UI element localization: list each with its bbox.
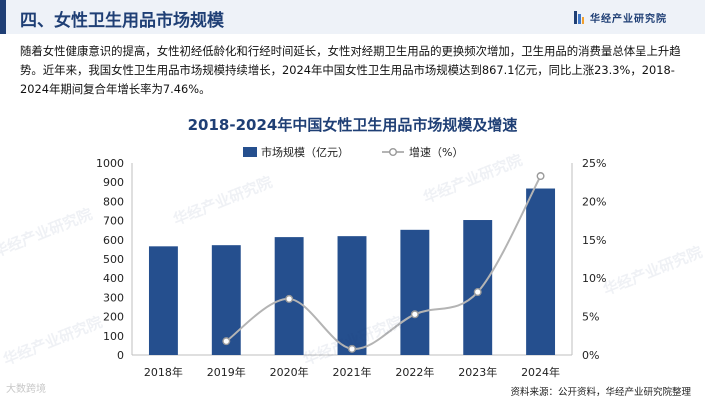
bar: [148, 246, 178, 355]
left-axis-tick-label: 500: [103, 253, 124, 266]
left-axis-tick-label: 1000: [96, 157, 124, 170]
brand-logo-icon: [574, 11, 584, 24]
left-axis-tick-label: 600: [103, 234, 124, 247]
right-axis-tick-label: 0%: [582, 349, 599, 362]
source-note: 资料来源：公开资料，华经产业研究院整理: [510, 387, 691, 398]
legend-swatch-growth-point: [389, 147, 398, 156]
left-axis-tick-label: 200: [103, 311, 124, 324]
legend-label-market-size: 市场规模（亿元）: [261, 145, 349, 159]
growth-rate-point: [410, 310, 419, 319]
left-axis-tick-label: 900: [103, 176, 124, 189]
chart-title: 2018-2024年中国女性卫生用品市场规模及增速: [187, 116, 518, 134]
left-axis-tick-label: 300: [103, 291, 124, 304]
growth-rate-point: [285, 294, 294, 303]
right-axis-tick-label: 10%: [582, 272, 606, 285]
bar: [400, 229, 430, 355]
x-axis-tick-label: 2019年: [207, 365, 246, 379]
bar: [337, 236, 367, 355]
left-axis-tick-label: 0: [117, 349, 124, 362]
x-axis-tick-label: 2024年: [521, 365, 560, 379]
section-header: 四、女性卫生用品市场规模 华经产业研究院: [0, 0, 705, 34]
section-title: 四、女性卫生用品市场规模: [20, 11, 224, 31]
brand-logo-text: 华经产业研究院: [590, 14, 667, 25]
corner-mark: 大数跨境: [6, 384, 46, 395]
right-axis-tick-label: 15%: [582, 234, 606, 247]
left-axis-tick-label: 100: [103, 330, 124, 343]
right-axis-tick-label: 20%: [582, 195, 606, 208]
bar: [463, 220, 493, 355]
bar: [526, 188, 556, 355]
right-axis-tick-label: 25%: [582, 157, 606, 170]
market-size-chart: 0 100 200 300 400 500 600 700 800 900 1000 0% 5% 10% 1…: [96, 145, 606, 379]
legend-label-growth: 增速（%）: [409, 145, 463, 159]
x-axis-tick-label: 2020年: [270, 365, 309, 379]
x-axis-tick-label: 2018年: [144, 365, 183, 379]
legend-swatch-market-size: [243, 147, 257, 157]
x-axis-tick-label: 2023年: [458, 365, 497, 379]
growth-rate-point: [348, 344, 357, 353]
growth-rate-line: [225, 175, 542, 350]
header-accent-bar: [0, 0, 6, 34]
intro-paragraph: 随着女性健康意识的提高，女性初经低龄化和行经时间延长，女性对经期卫生用品的更换频…: [20, 44, 681, 96]
left-axis-tick-label: 400: [103, 272, 124, 285]
growth-rate-point: [473, 288, 482, 297]
left-axis-tick-label: 700: [103, 215, 124, 228]
left-axis-tick-label: 800: [103, 195, 124, 208]
bar: [211, 245, 241, 355]
brand-logo: 华经产业研究院: [574, 10, 667, 25]
growth-rate-point: [222, 337, 231, 346]
right-axis-tick-label: 5%: [582, 311, 599, 324]
growth-rate-point: [536, 172, 545, 181]
x-axis-tick-label: 2022年: [395, 365, 434, 379]
x-axis-tick-label: 2021年: [333, 365, 372, 379]
